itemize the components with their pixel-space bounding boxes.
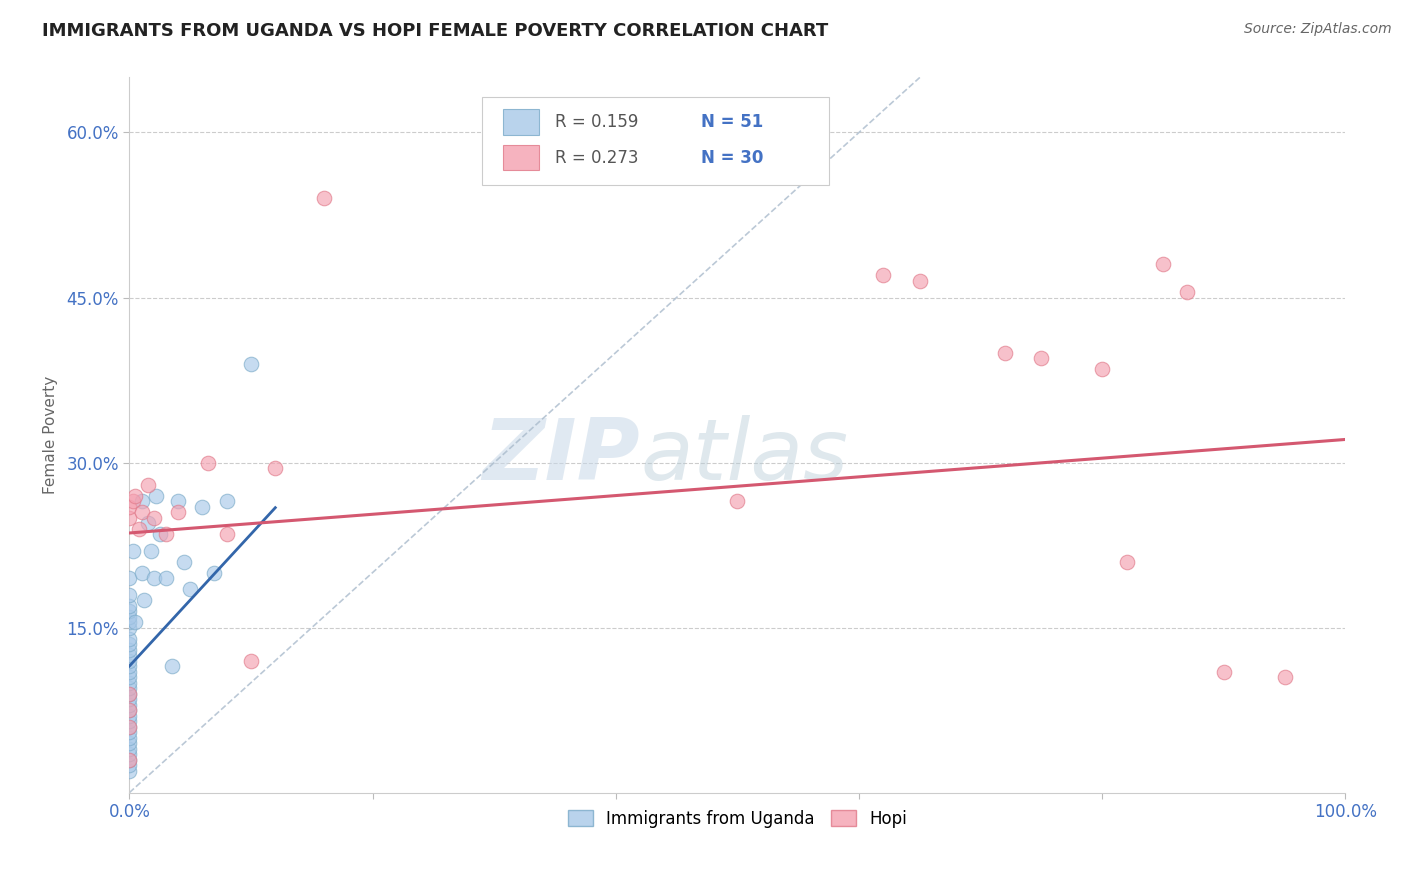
Point <box>131 494 153 508</box>
Point <box>118 615 141 629</box>
Point <box>118 637 141 651</box>
Point <box>312 192 335 206</box>
FancyBboxPatch shape <box>503 109 538 135</box>
Point <box>197 456 219 470</box>
Point <box>167 494 190 508</box>
Point <box>1091 362 1114 376</box>
Point <box>1152 258 1174 272</box>
Point <box>122 494 145 508</box>
FancyBboxPatch shape <box>482 97 828 185</box>
Point <box>118 681 141 695</box>
Point <box>118 703 141 717</box>
Point <box>141 543 163 558</box>
Point <box>994 345 1017 359</box>
Point <box>124 489 146 503</box>
Point <box>173 555 195 569</box>
Point <box>155 571 177 585</box>
Point <box>118 714 141 728</box>
Point <box>118 703 141 717</box>
Point <box>131 505 153 519</box>
Text: R = 0.159: R = 0.159 <box>555 112 638 131</box>
Text: N = 30: N = 30 <box>702 149 763 167</box>
Point <box>118 648 141 662</box>
Text: N = 51: N = 51 <box>702 112 763 131</box>
Point <box>191 500 214 514</box>
Point <box>118 571 141 585</box>
Point <box>118 632 141 646</box>
Point <box>118 599 141 613</box>
Point <box>167 505 190 519</box>
Point <box>118 604 141 618</box>
Point <box>264 461 287 475</box>
Point <box>118 692 141 706</box>
Point <box>1175 285 1198 299</box>
Point <box>128 522 150 536</box>
Y-axis label: Female Poverty: Female Poverty <box>44 376 58 494</box>
Point <box>118 720 141 734</box>
Point <box>118 665 141 679</box>
Point <box>1274 670 1296 684</box>
Point <box>136 516 159 530</box>
Point <box>118 731 141 745</box>
Text: ZIP: ZIP <box>482 415 640 498</box>
Text: IMMIGRANTS FROM UGANDA VS HOPI FEMALE POVERTY CORRELATION CHART: IMMIGRANTS FROM UGANDA VS HOPI FEMALE PO… <box>42 22 828 40</box>
Point <box>122 543 145 558</box>
Point <box>118 758 141 772</box>
Point <box>131 566 153 580</box>
Point <box>118 659 141 673</box>
Point <box>118 720 141 734</box>
Point <box>204 566 226 580</box>
Point <box>118 698 141 712</box>
Point <box>215 527 238 541</box>
Legend: Immigrants from Uganda, Hopi: Immigrants from Uganda, Hopi <box>561 803 914 834</box>
Point <box>118 687 141 701</box>
Point <box>149 527 172 541</box>
Point <box>1212 665 1234 679</box>
Point <box>872 268 894 283</box>
Point <box>215 494 238 508</box>
Point <box>142 510 165 524</box>
Point <box>240 357 263 371</box>
Point <box>118 510 141 524</box>
Point <box>118 753 141 767</box>
Point <box>179 582 201 596</box>
Point <box>118 764 141 778</box>
Point <box>132 593 155 607</box>
Point <box>118 642 141 657</box>
Point <box>118 725 141 739</box>
Point <box>118 670 141 684</box>
Point <box>118 747 141 761</box>
Point <box>155 527 177 541</box>
Point <box>118 588 141 602</box>
Point <box>124 615 146 629</box>
Text: R = 0.273: R = 0.273 <box>555 149 638 167</box>
Text: atlas: atlas <box>640 415 848 498</box>
Point <box>1031 351 1053 365</box>
Point <box>908 274 931 288</box>
Point <box>118 736 141 750</box>
Point <box>118 708 141 723</box>
Point <box>136 477 159 491</box>
Point <box>118 741 141 756</box>
FancyBboxPatch shape <box>503 145 538 170</box>
Point <box>118 609 141 624</box>
Point <box>118 654 141 668</box>
Point <box>240 654 263 668</box>
Point <box>725 494 748 508</box>
Point <box>118 753 141 767</box>
Point <box>118 675 141 690</box>
Text: Source: ZipAtlas.com: Source: ZipAtlas.com <box>1244 22 1392 37</box>
Point <box>145 489 167 503</box>
Point <box>118 687 141 701</box>
Point <box>160 659 183 673</box>
Point <box>1115 555 1137 569</box>
Point <box>142 571 165 585</box>
Point <box>118 500 141 514</box>
Point <box>118 621 141 635</box>
